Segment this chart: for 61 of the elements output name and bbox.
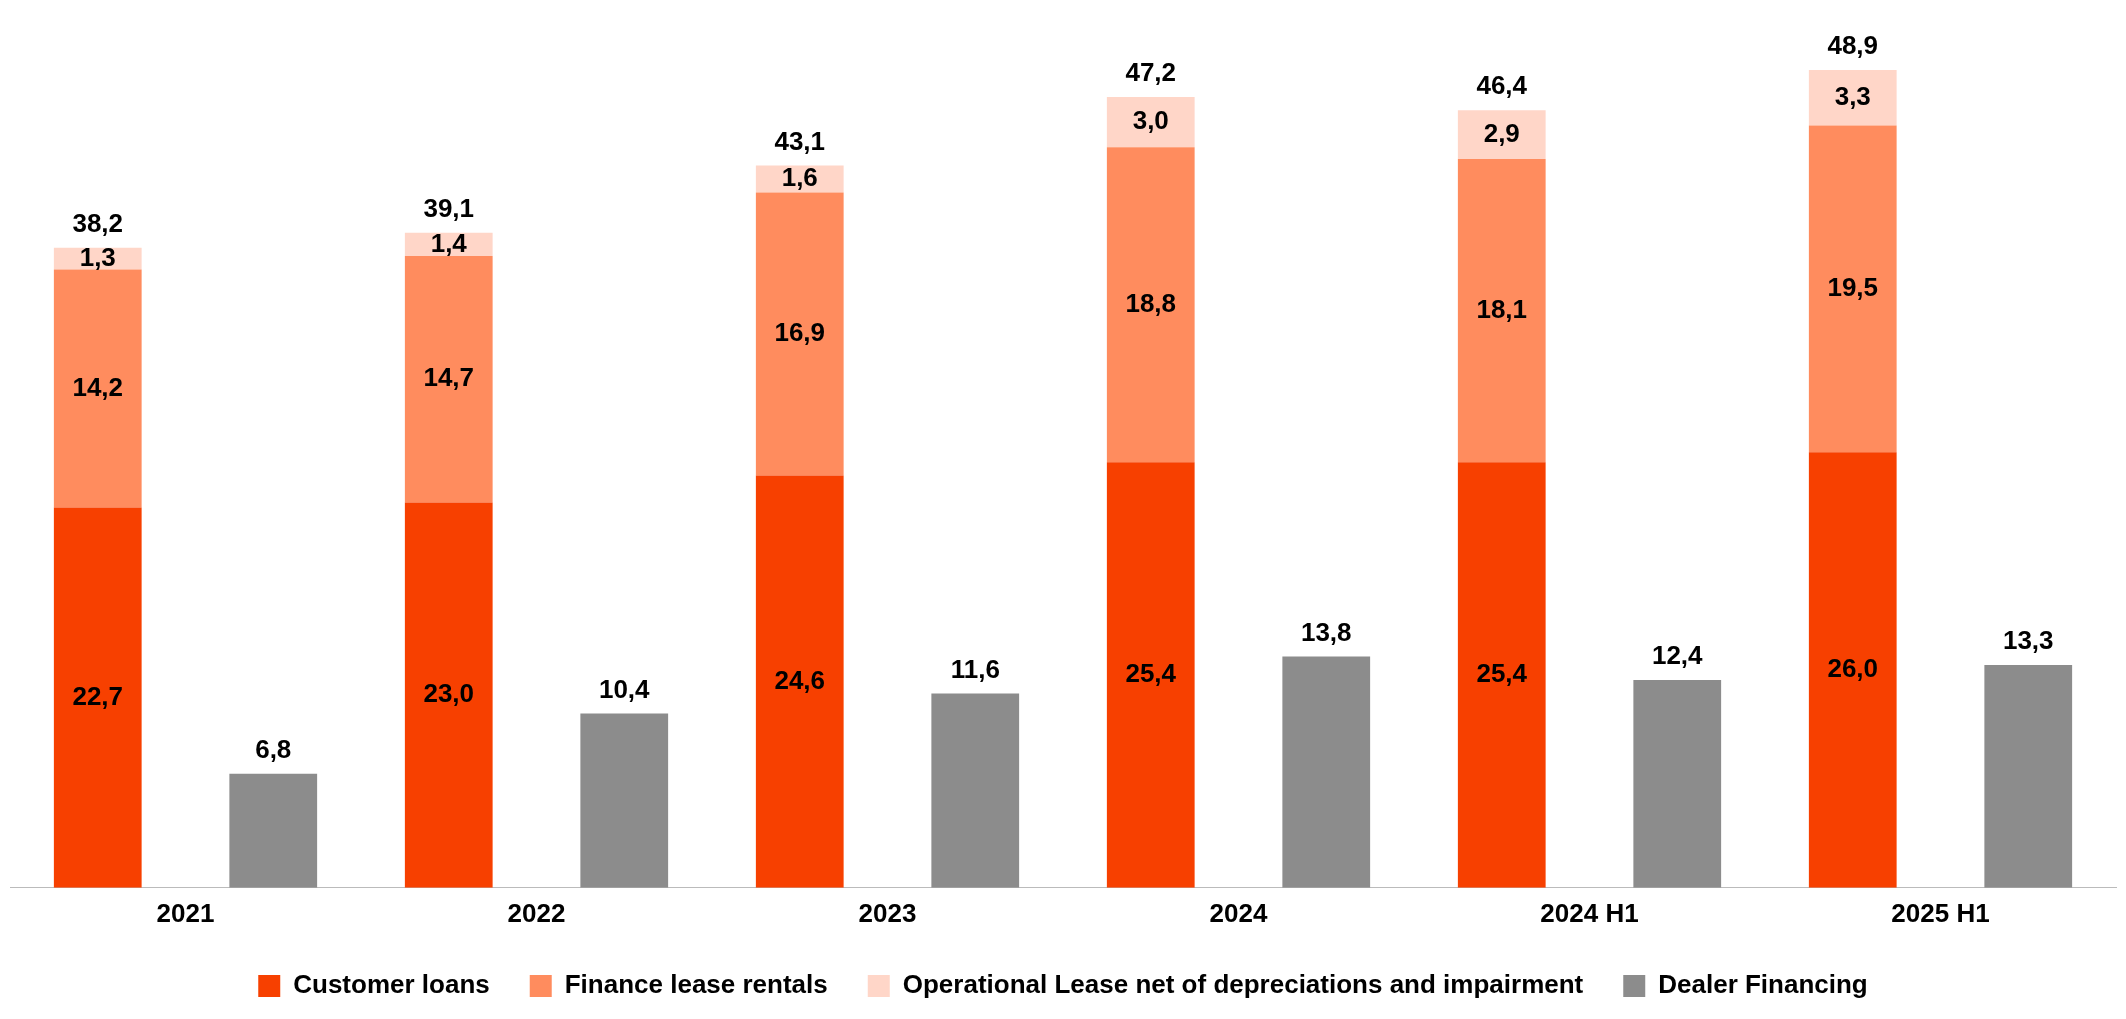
data-label: 1,3 (79, 241, 116, 272)
total-label: 46,4 (1476, 70, 1528, 101)
data-label: 6,8 (255, 734, 292, 765)
bar (1457, 158, 1546, 463)
data-label: 25,4 (1125, 658, 1177, 689)
total-label: 43,1 (774, 125, 826, 156)
bar (1808, 70, 1897, 126)
bar (1106, 462, 1195, 888)
bar (1106, 147, 1195, 463)
data-label: 10,4 (598, 673, 651, 704)
bar (1457, 462, 1546, 888)
total-label: 48,9 (1827, 30, 1879, 61)
legend-label: Dealer Financing (1658, 969, 1868, 1000)
data-label: 16,9 (774, 317, 826, 348)
data-label: 18,1 (1476, 293, 1528, 324)
data-label: 23,0 (423, 678, 475, 709)
data-label: 19,5 (1827, 271, 1879, 302)
data-label: 1,6 (781, 162, 818, 193)
data-label: 14,7 (423, 362, 475, 393)
bar (1808, 125, 1897, 453)
data-label: 26,0 (1827, 653, 1879, 684)
bar (580, 713, 669, 888)
x-tick-label: 2024 H1 (1540, 897, 1639, 928)
data-label: 12,4 (1651, 640, 1704, 671)
bar (1106, 96, 1195, 148)
total-label: 39,1 (423, 192, 475, 223)
total-label: 47,2 (1125, 57, 1177, 88)
bar (404, 502, 493, 888)
bar (755, 192, 844, 476)
legend-label: Customer loans (293, 969, 490, 1000)
legend-label: Finance lease rentals (564, 969, 828, 1000)
bar (53, 269, 142, 508)
data-label: 13,8 (1300, 616, 1352, 647)
x-tick-label: 2022 (507, 897, 566, 928)
bar (755, 475, 844, 888)
data-label: 11,6 (950, 653, 1000, 684)
data-label: 2,9 (1483, 117, 1520, 148)
x-tick-label: 2023 (858, 897, 917, 928)
data-label: 3,0 (1132, 105, 1169, 136)
x-tick-label: 2024 (1209, 897, 1268, 928)
bar (931, 693, 1020, 888)
x-tick-label: 2025 H1 (1891, 897, 1990, 928)
bar (53, 507, 142, 888)
data-label: 14,2 (72, 371, 124, 402)
data-label: 3,3 (1834, 80, 1871, 111)
total-label: 38,2 (72, 207, 124, 238)
data-label: 13,3 (2002, 625, 2054, 656)
data-label: 24,6 (774, 664, 826, 695)
data-label: 18,8 (1125, 287, 1177, 318)
bar (1984, 664, 2073, 888)
bar (1633, 680, 1722, 888)
bar (229, 773, 318, 888)
data-label: 25,4 (1476, 658, 1528, 689)
bar (1282, 656, 1371, 888)
data-label: 22,7 (72, 680, 124, 711)
bar (1457, 110, 1546, 159)
bar (404, 256, 493, 503)
bar (1808, 452, 1897, 888)
data-label: 1,4 (430, 227, 468, 258)
legend-label: Operational Lease net of depreciations and impairment (902, 969, 1584, 1000)
x-tick-label: 2021 (156, 897, 215, 928)
